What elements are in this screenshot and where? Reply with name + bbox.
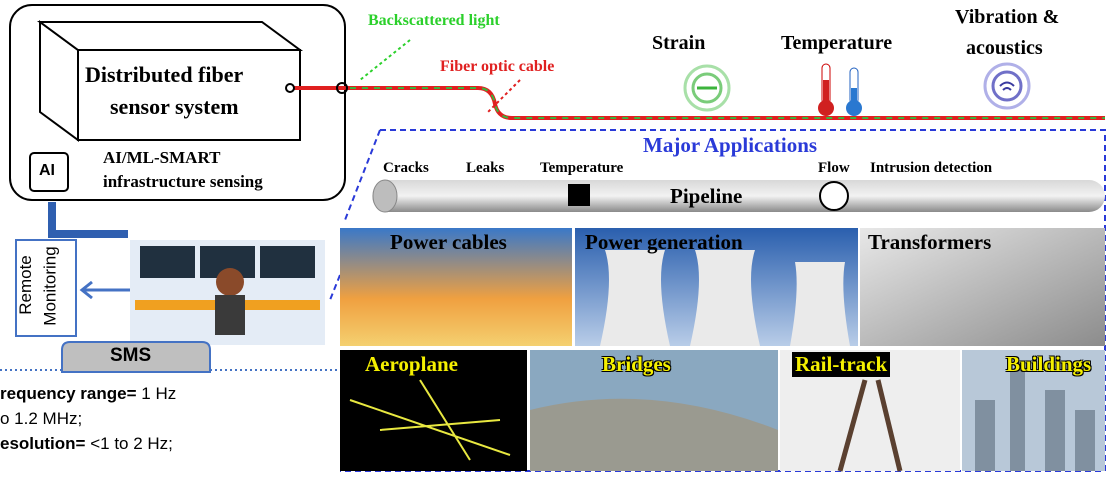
cable-label: Fiber optic cable: [440, 58, 554, 76]
tile: Power generation: [575, 228, 858, 346]
monitor-arrow: [82, 282, 130, 298]
pipeline-item: Flow: [818, 160, 850, 177]
measurand: acoustics: [966, 37, 1043, 60]
tile: Rail-track: [780, 350, 960, 471]
measurand: Vibration &: [955, 6, 1059, 29]
link-arrow: [52, 202, 128, 234]
port: [286, 84, 294, 92]
remote-label: Monitoring: [41, 246, 61, 325]
applications-title: Major Applications: [643, 133, 817, 158]
backscatter-label: Backscattered light: [368, 12, 500, 30]
tile-label: Power cables: [390, 230, 507, 255]
spec-key: esolution=: [0, 434, 85, 453]
tile: Power cables: [340, 228, 572, 346]
figure: Distributed fiber sensor system AI AI/ML…: [0, 0, 1112, 477]
measurand: Strain: [652, 32, 705, 55]
backscatter-pointer: [360, 40, 410, 80]
tile-label: Rail-track: [792, 352, 890, 377]
system-title: sensor system: [110, 94, 239, 120]
spec-key: requency range=: [0, 384, 137, 403]
pipeline-item: Temperature: [540, 160, 623, 177]
ai-text: infrastructure sensing: [103, 172, 263, 192]
strain-icon: [685, 66, 729, 110]
tile-label: Buildings: [1006, 352, 1091, 377]
system-title: Distributed fiber: [85, 62, 243, 88]
spec-value: o 1.2 MHz;: [0, 409, 82, 428]
temperature-icon: [568, 184, 590, 206]
tile-label: Bridges: [602, 352, 671, 377]
sms-label: SMS: [110, 345, 151, 367]
spec-line: esolution= <1 to 2 Hz;: [0, 434, 173, 454]
pipeline-item: Intrusion detection: [870, 160, 992, 177]
remote-label: Remote: [16, 255, 36, 315]
pipe-end: [373, 180, 397, 212]
tile-label: Aeroplane: [365, 352, 458, 377]
fiber-cable: [292, 88, 1105, 118]
box-top: [40, 22, 300, 50]
thermometer-icons: [818, 64, 862, 116]
spec-value: <1 to 2 Hz;: [90, 434, 173, 453]
spec-value: 1 Hz: [141, 384, 176, 403]
measurand: Temperature: [781, 32, 892, 55]
chip-label: AI: [39, 162, 55, 180]
spec-line: o 1.2 MHz;: [0, 409, 82, 429]
flow-icon: [820, 182, 848, 210]
tile-label: Transformers: [868, 230, 991, 255]
pipeline-item: Cracks: [383, 160, 429, 177]
tile-label: Power generation: [585, 230, 743, 255]
vibration-icon: [985, 64, 1029, 108]
spec-line: requency range= 1 Hz: [0, 384, 176, 404]
tile: Transformers: [860, 228, 1105, 346]
tile: Buildings: [962, 350, 1105, 471]
ai-text: AI/ML-SMART: [103, 148, 220, 168]
tile: Bridges: [530, 350, 778, 471]
pipeline-label: Pipeline: [670, 184, 742, 209]
tile: Aeroplane: [340, 350, 527, 471]
pipeline-item: Leaks: [466, 160, 504, 177]
